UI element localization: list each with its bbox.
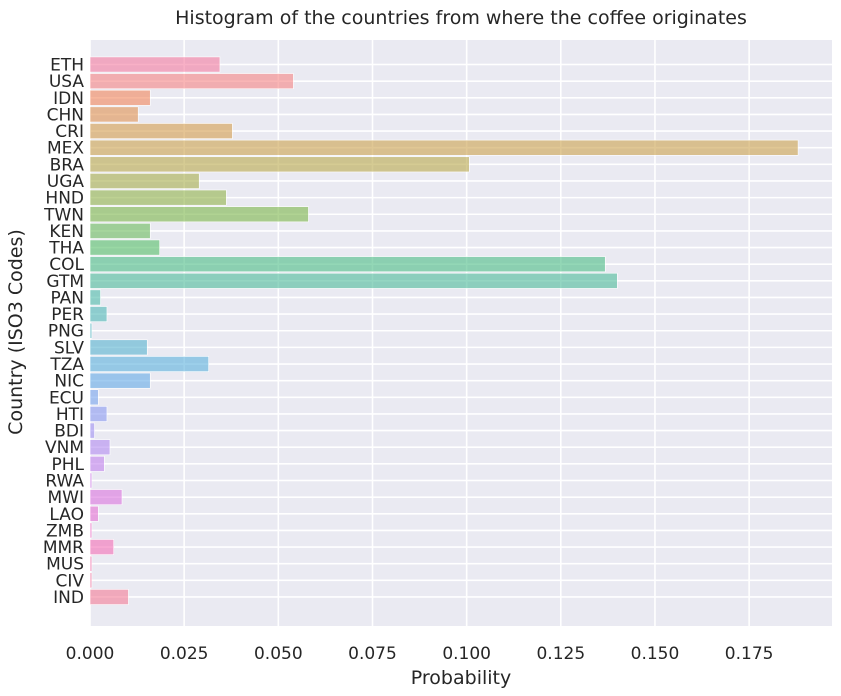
bar-png: [89, 322, 93, 339]
y-tick-label: CRI: [55, 122, 84, 142]
y-tick-label: TWN: [43, 205, 84, 225]
x-tick-label: 0.150: [631, 644, 680, 664]
y-tick-label: HTI: [56, 405, 84, 425]
x-axis-title: Probability: [411, 667, 511, 689]
bar-chn: [89, 106, 139, 123]
x-tick-label: 0.050: [254, 644, 303, 664]
bar-col: [89, 256, 606, 273]
x-tick-label: 0.000: [66, 644, 115, 664]
chart-title: Histogram of the countries from where th…: [175, 7, 747, 29]
bar-tza: [89, 356, 209, 372]
bar-rwa: [89, 472, 93, 489]
bar-zmb: [89, 522, 93, 539]
y-tick-label: ECU: [49, 388, 84, 408]
y-tick-label: LAO: [49, 505, 84, 525]
y-tick-label: KEN: [49, 222, 84, 242]
y-tick-label: UGA: [47, 172, 85, 192]
y-tick-label: BDI: [54, 422, 84, 442]
bar-bra: [89, 156, 470, 173]
bar-civ: [89, 572, 93, 589]
bar-pan: [89, 289, 101, 306]
bar-ind: [89, 589, 129, 605]
bar-ecu: [89, 389, 99, 406]
y-tick-label: THA: [48, 239, 84, 259]
bar-bdi: [89, 422, 95, 439]
y-tick-label: PHL: [51, 455, 84, 475]
bar-mex: [89, 139, 799, 156]
y-tick-label: IND: [53, 588, 84, 608]
y-tick-label: SLV: [54, 338, 84, 358]
bar-vnm: [89, 439, 111, 456]
bar-twn: [89, 206, 309, 223]
y-tick-label: COL: [49, 255, 84, 275]
bar-hnd: [89, 189, 227, 206]
y-tick-label: CHN: [47, 105, 84, 125]
y-tick-label: MUS: [46, 555, 84, 575]
bar-tha: [89, 239, 160, 256]
bar-phl: [89, 455, 105, 472]
y-tick-label: PER: [51, 305, 84, 325]
y-tick-label: ETH: [50, 56, 84, 76]
bar-eth: [89, 56, 221, 73]
bar-hti: [89, 406, 108, 422]
y-tick-label: BRA: [50, 155, 85, 175]
bar-cri: [89, 123, 233, 139]
bar-idn: [89, 89, 151, 106]
y-tick-label: PNG: [48, 322, 84, 342]
y-tick-label: NIC: [54, 372, 84, 392]
x-tick-label: 0.025: [160, 644, 209, 664]
bar-nic: [89, 372, 151, 389]
bar-lao: [89, 505, 99, 522]
bar-mmr: [89, 539, 115, 555]
y-tick-label: VNM: [45, 438, 84, 458]
bar-per: [89, 306, 108, 322]
x-tick-label: 0.100: [442, 644, 491, 664]
y-tick-label: TZA: [49, 355, 84, 375]
y-tick-label: IDN: [53, 89, 84, 109]
y-tick-label: ZMB: [46, 521, 84, 541]
y-axis-title: Country (ISO3 Codes): [5, 229, 27, 435]
y-tick-label: CIV: [55, 571, 84, 591]
x-tick-label: 0.125: [536, 644, 585, 664]
bar-slv: [89, 339, 148, 356]
bar-gtm: [89, 272, 618, 289]
plot-area: 0.000 0.025 0.050 0.075 0.100 0.125 0.150 0.175…: [43, 40, 832, 664]
y-tick-label: MMR: [43, 538, 84, 558]
x-tick-label: 0.175: [725, 644, 774, 664]
x-tick-label: 0.075: [348, 644, 397, 664]
y-tick-label: MEX: [47, 139, 84, 159]
y-tick-label: GTM: [46, 272, 84, 292]
y-tick-label: HND: [45, 189, 84, 209]
y-tick-label: USA: [49, 72, 85, 92]
bar-mus: [89, 555, 93, 572]
bar-usa: [89, 73, 294, 90]
bar-uga: [89, 173, 200, 189]
y-tick-label: PAN: [50, 288, 84, 308]
bar-ken: [89, 223, 151, 239]
y-tick-label: RWA: [45, 472, 84, 492]
y-tick-label: MWI: [48, 488, 85, 508]
bar-mwi: [89, 489, 123, 506]
